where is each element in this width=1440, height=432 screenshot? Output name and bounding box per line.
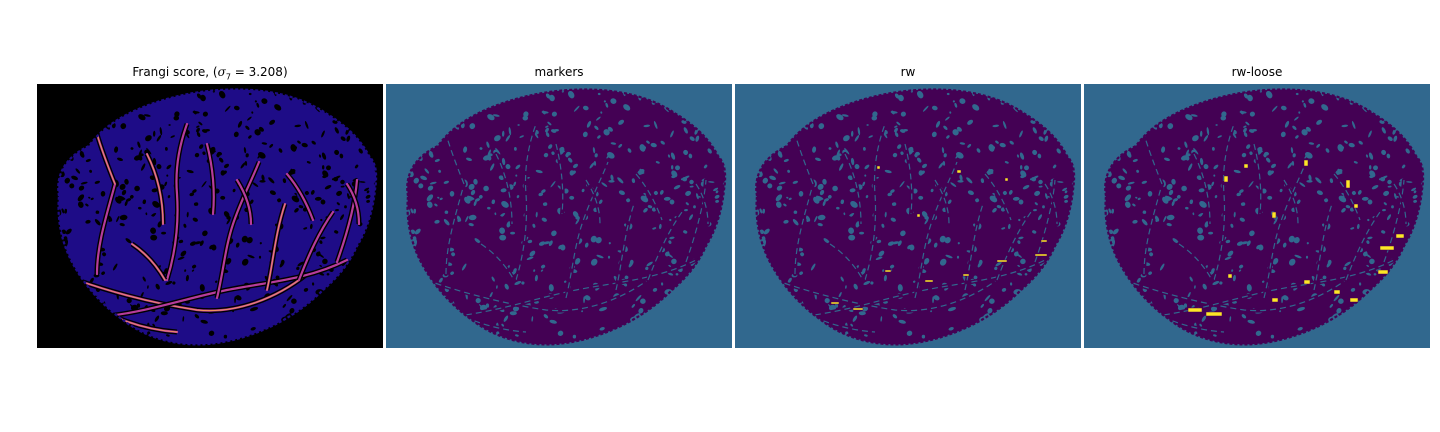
highlight-segment (876, 165, 881, 170)
highlight-segment (1205, 311, 1223, 317)
panel-rw: rw (735, 65, 1081, 348)
highlight-segment (1395, 233, 1405, 239)
highlight-segment (1034, 253, 1048, 257)
highlight-segment (924, 279, 934, 283)
highlight-segment (1227, 273, 1233, 279)
highlight-segment (956, 169, 962, 174)
rw-loose-image (1084, 84, 1430, 348)
highlight-segment (1333, 289, 1341, 295)
highlight-segment (1187, 307, 1203, 313)
highlight-segment (1271, 211, 1277, 219)
markers-image (386, 84, 732, 348)
highlight-segment (916, 213, 921, 218)
highlight-segment (884, 269, 892, 273)
highlight-segment (1349, 297, 1359, 303)
panel-rw-loose: rw-loose (1084, 65, 1430, 348)
highlight-segment (1040, 239, 1048, 243)
highlight-segment (1243, 163, 1249, 169)
panel-title-frangi: Frangi score, (σ7 = 3.208) (132, 65, 288, 82)
highlight-segment (1004, 177, 1009, 182)
highlight-segment (1353, 203, 1359, 209)
highlight-segment (1271, 297, 1279, 303)
highlight-segment (1379, 245, 1395, 251)
panel-title-rw-loose: rw-loose (1231, 65, 1283, 79)
highlight-segment (852, 307, 864, 311)
highlight-segment (996, 259, 1008, 263)
panel-title-rw: rw (900, 65, 916, 79)
frangi-image (37, 84, 383, 348)
highlight-segment (1303, 279, 1311, 285)
highlight-segment (1303, 159, 1309, 167)
highlight-segment (962, 273, 970, 277)
highlight-segment (1345, 179, 1351, 189)
highlight-segment (1223, 175, 1229, 183)
highlight-segment (1377, 269, 1389, 275)
rw-image (735, 84, 1081, 348)
panel-title-markers: markers (534, 65, 584, 79)
highlight-segment (830, 301, 840, 305)
panel-frangi: Frangi score, (σ7 = 3.208) (37, 65, 383, 348)
panel-markers: markers (386, 65, 732, 348)
